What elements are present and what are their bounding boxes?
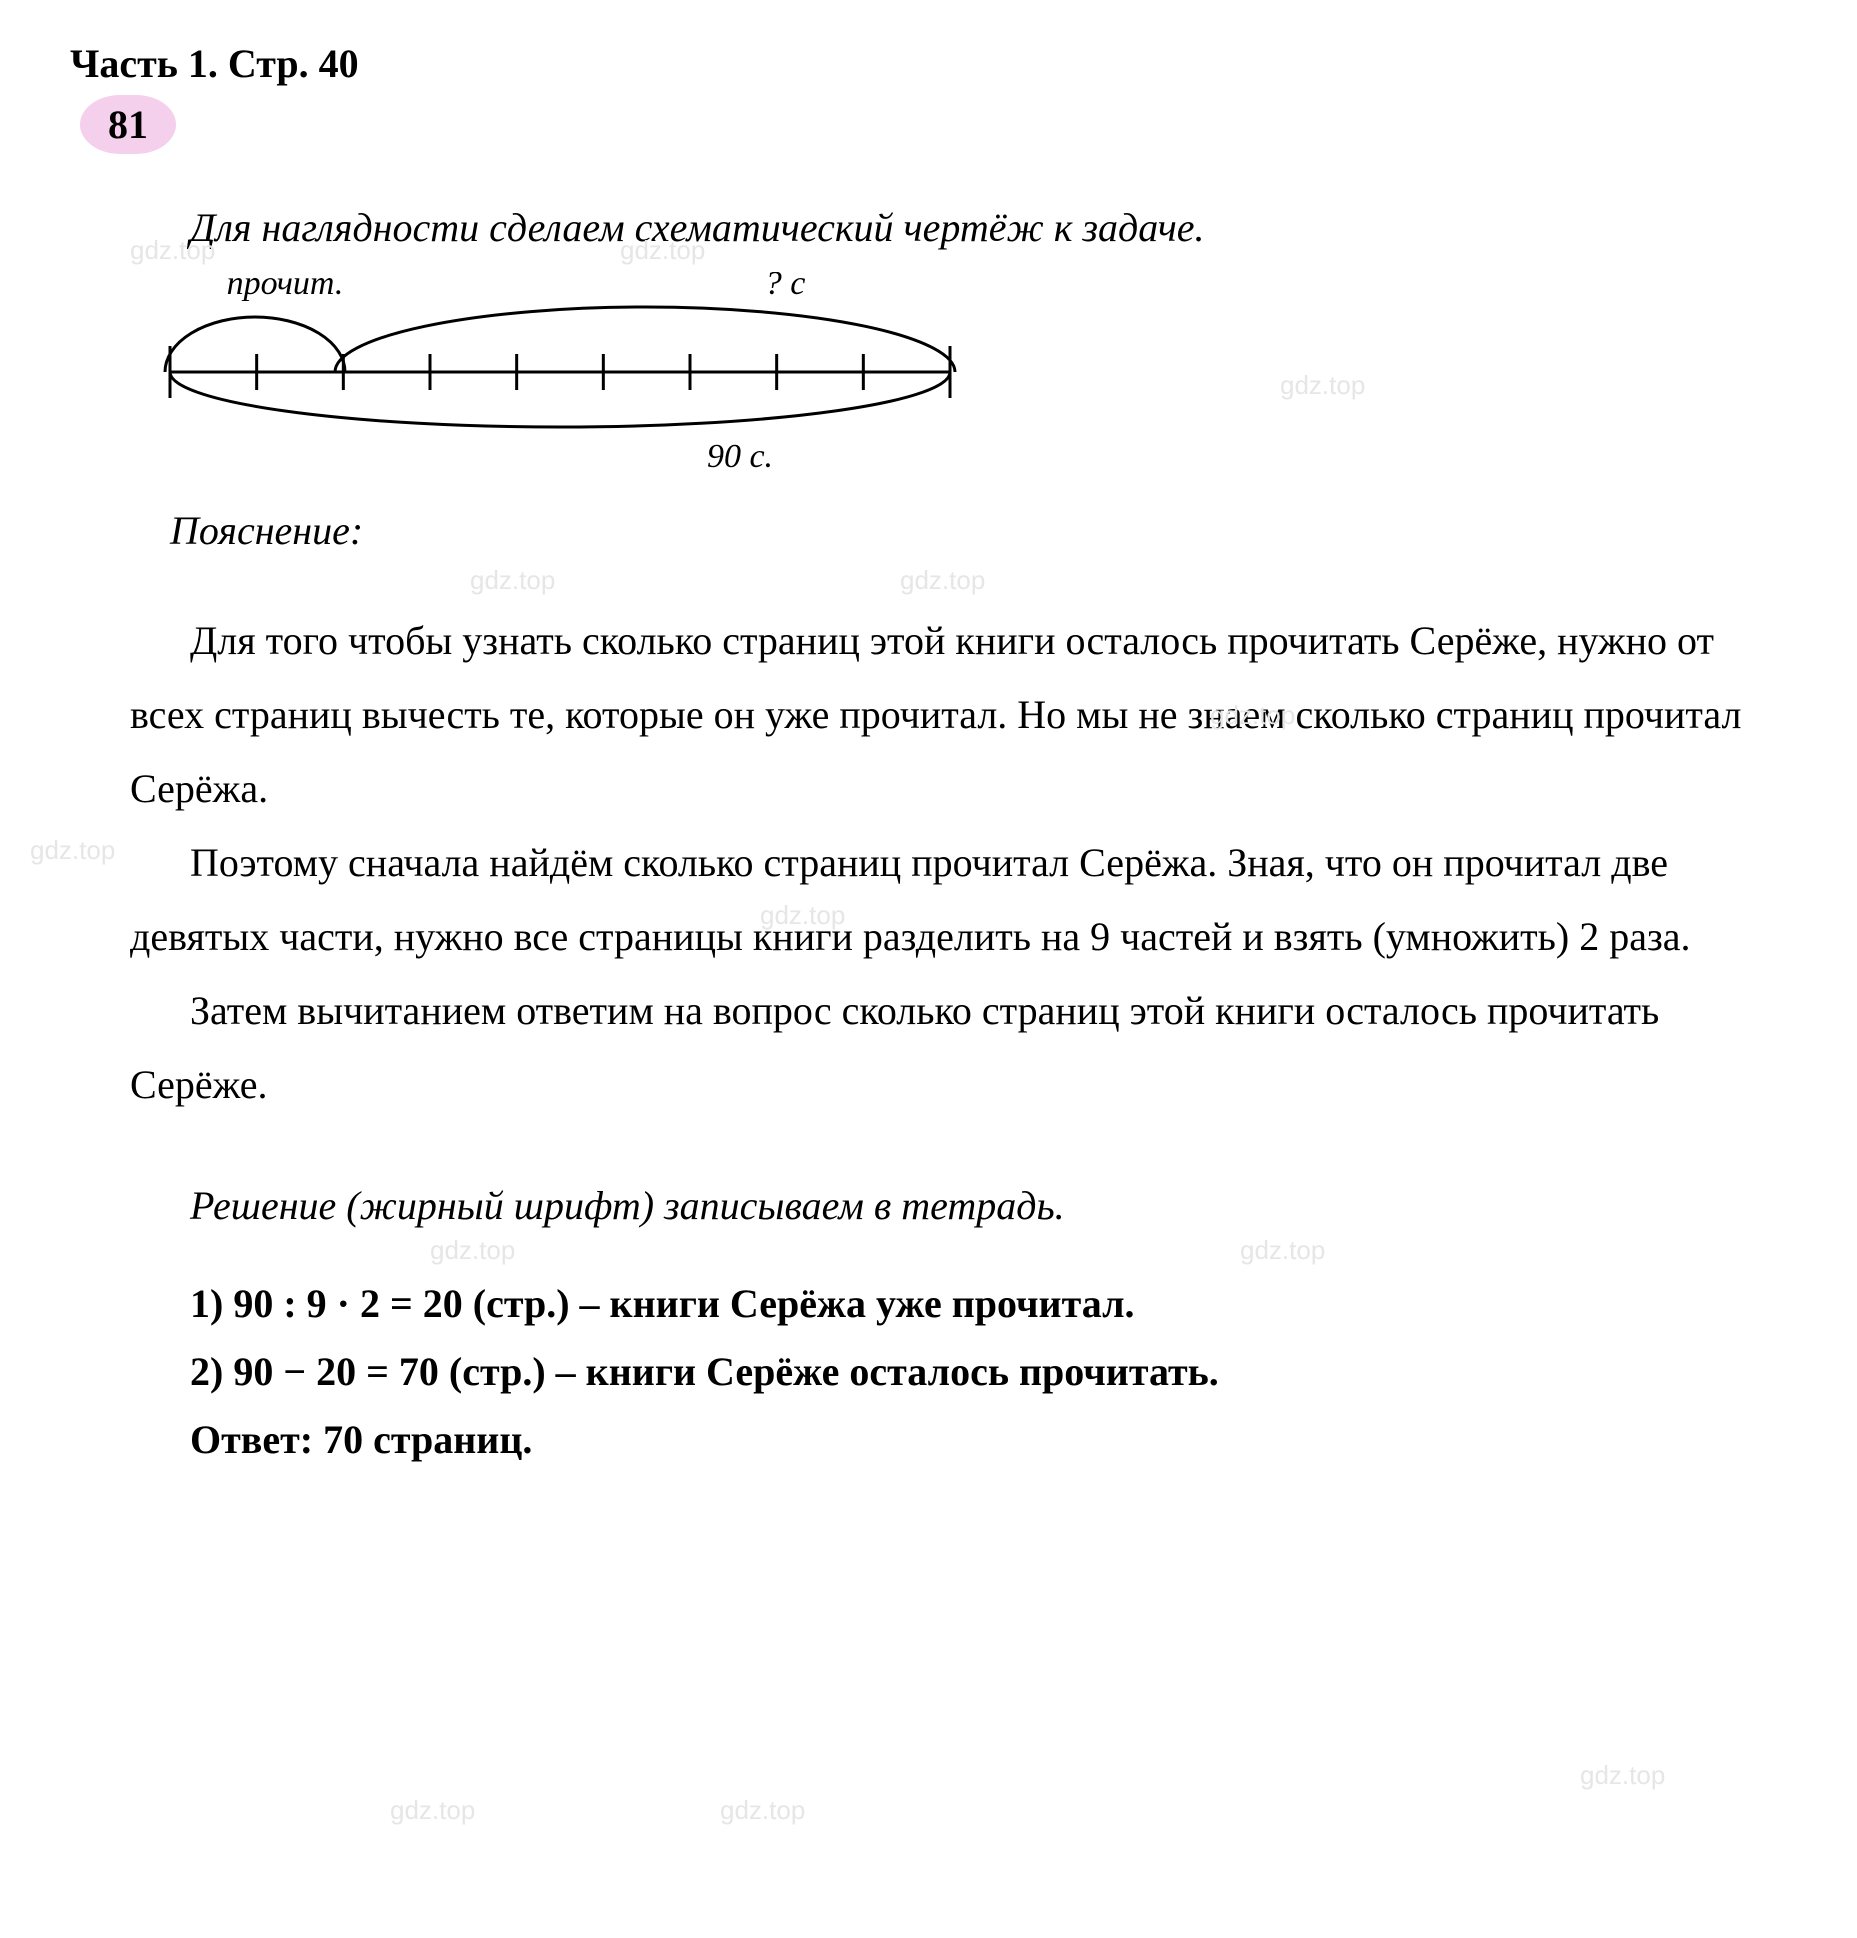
page-header: Часть 1. Стр. 40 [70,40,1797,87]
watermark: gdz.top [900,565,985,596]
paragraph-3: Затем вычитанием ответим на вопрос сколь… [130,974,1757,1122]
explanation-body: Для того чтобы узнать сколько страниц эт… [130,604,1757,1122]
svg-text:90 с.: 90 с. [707,438,773,475]
watermark: gdz.top [390,1795,475,1826]
explain-label: Пояснение: [170,507,1797,554]
answer-line: Ответ: 70 страниц. [190,1406,1797,1474]
solution-line-1: 1) 90 : 9 · 2 = 20 (стр.) – книги Серёжа… [190,1270,1797,1338]
schematic-diagram: прочит. ? с 90 с. [130,272,1797,497]
intro-text: Для наглядности сделаем схематический че… [130,194,1757,262]
solution-intro: Решение (жирный шрифт) записываем в тетр… [130,1172,1757,1240]
solution-lines: 1) 90 : 9 · 2 = 20 (стр.) – книги Серёжа… [190,1270,1797,1474]
paragraph-1: Для того чтобы узнать сколько страниц эт… [130,604,1757,826]
watermark: gdz.top [1580,1760,1665,1791]
solution-line-2: 2) 90 − 20 = 70 (стр.) – книги Серёже ос… [190,1338,1797,1406]
watermark: gdz.top [30,835,115,866]
problem-number-badge: 81 [80,95,176,154]
watermark: gdz.top [720,1795,805,1826]
paragraph-2: Поэтому сначала найдём сколько страниц п… [130,826,1757,974]
svg-text:? с: ? с [765,272,806,302]
watermark: gdz.top [470,565,555,596]
svg-text:прочит.: прочит. [227,272,344,302]
